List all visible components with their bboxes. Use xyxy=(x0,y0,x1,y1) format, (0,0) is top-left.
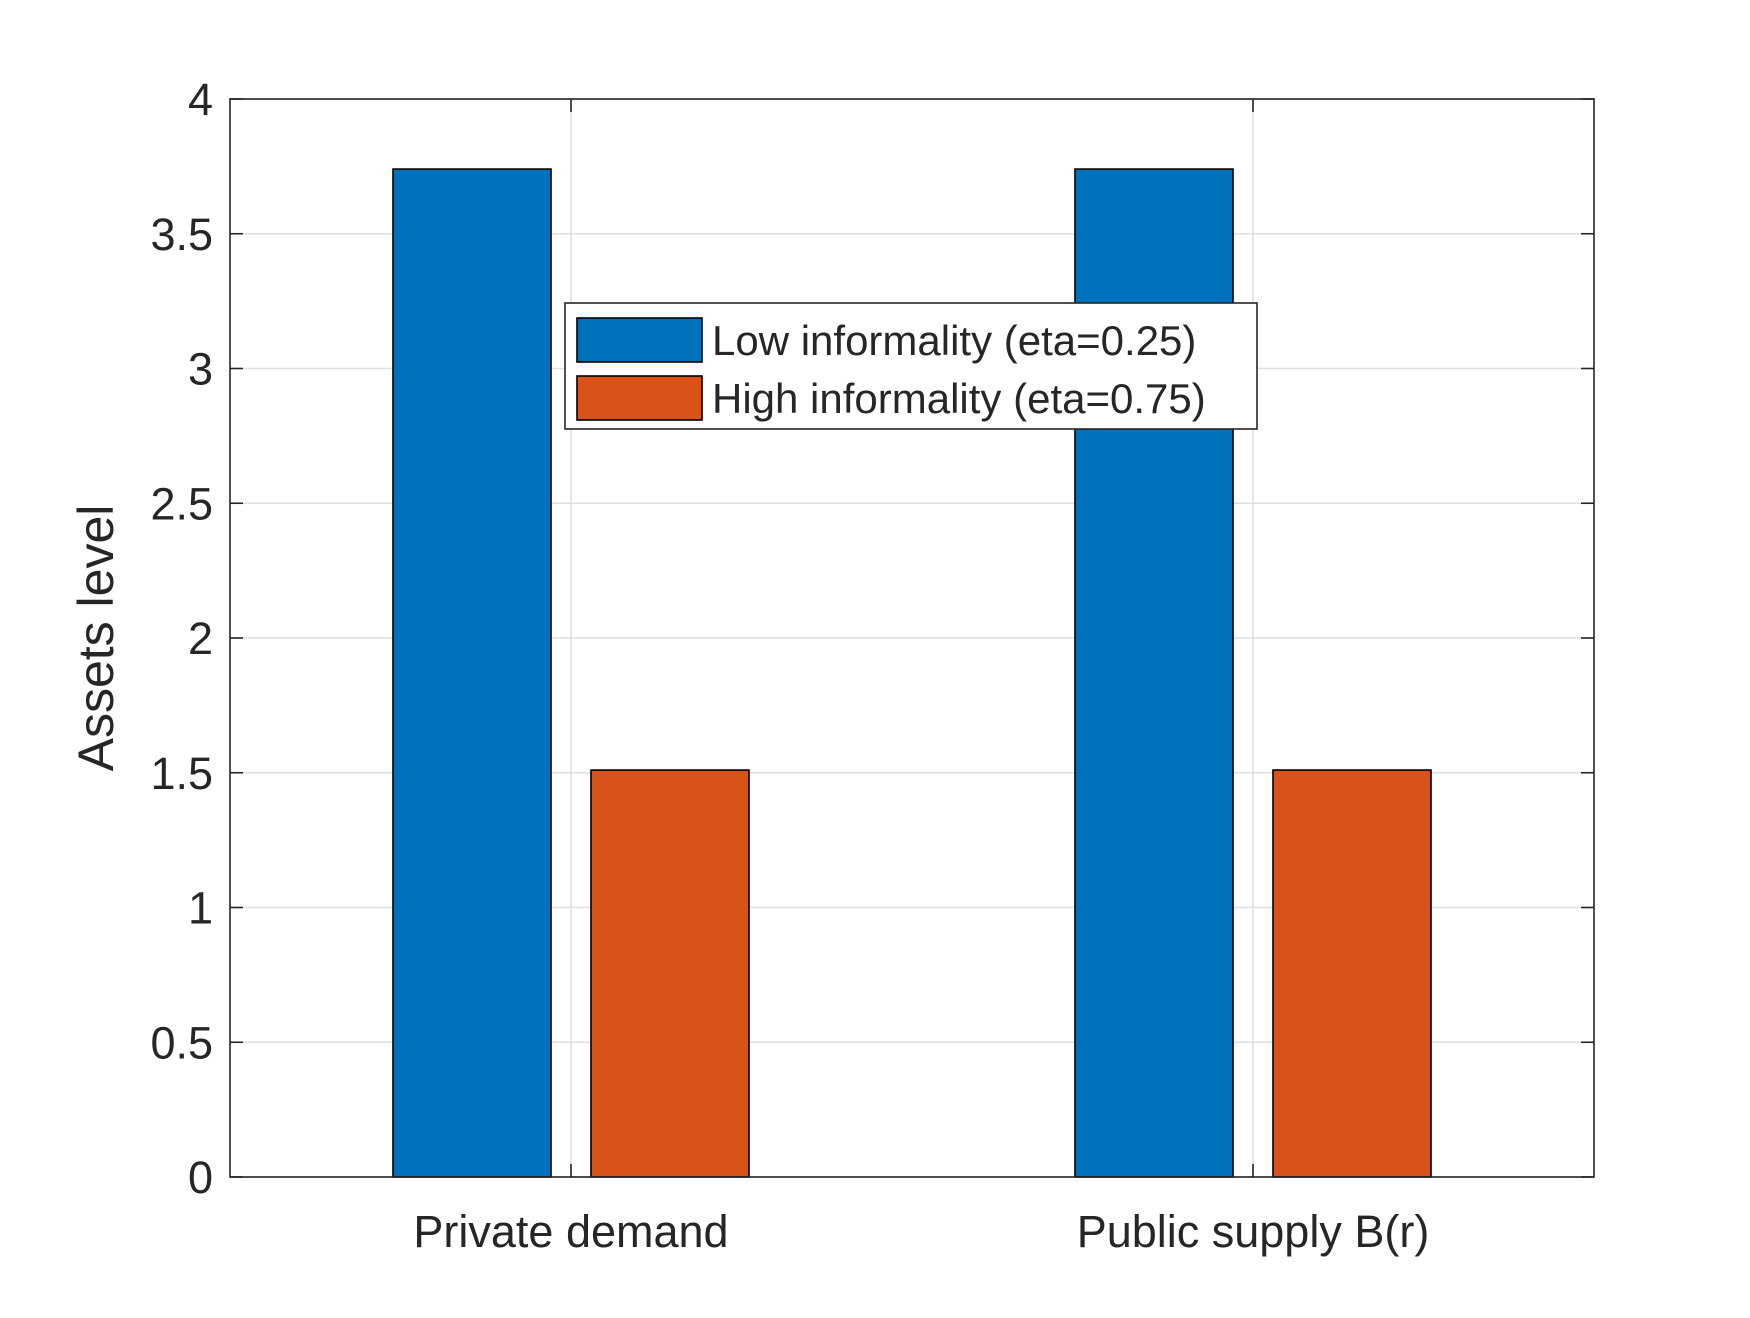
legend: Low informality (eta=0.25) High informali… xyxy=(564,302,1258,430)
y-tick-label: 2.5 xyxy=(150,478,213,529)
y-tick-label: 0 xyxy=(188,1152,213,1203)
y-axis-label: Assets level xyxy=(68,505,124,772)
y-tick-label: 1 xyxy=(188,883,213,934)
legend-swatch-low-informality xyxy=(576,317,703,363)
tick-marks xyxy=(230,98,1594,1178)
y-tick-label: 0.5 xyxy=(150,1017,213,1068)
y-tick-label: 3 xyxy=(188,344,213,395)
x-tick-label: Private demand xyxy=(413,1206,728,1257)
legend-swatch-high-informality xyxy=(576,375,703,421)
y-tick-label: 3.5 xyxy=(150,209,213,260)
y-tick-label: 1.5 xyxy=(150,748,213,799)
legend-label-high-informality: High informality (eta=0.75) xyxy=(712,375,1206,422)
y-tick-label: 4 xyxy=(188,74,213,125)
y-tick-labels: 0 0.5 1 1.5 2 2.5 3 3.5 4 xyxy=(150,74,213,1203)
bar-low-informality-private-demand xyxy=(392,168,552,1178)
bar-high-informality-private-demand xyxy=(590,769,750,1178)
x-tick-labels: Private demand Public supply B(r) xyxy=(413,1206,1429,1257)
legend-label-low-informality: Low informality (eta=0.25) xyxy=(712,317,1196,364)
y-tick-label: 2 xyxy=(188,613,213,664)
x-tick-label: Public supply B(r) xyxy=(1077,1206,1430,1257)
bar-high-informality-public-supply xyxy=(1272,769,1432,1178)
